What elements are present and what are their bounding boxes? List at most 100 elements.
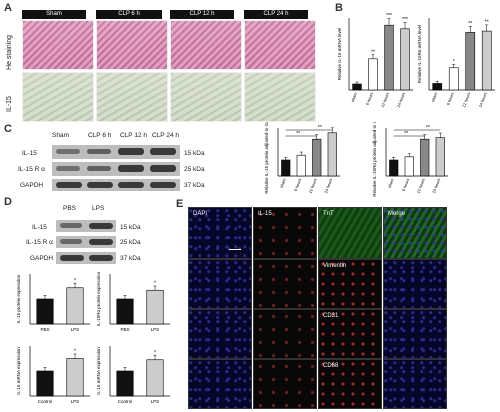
y-axis-label: Relative IL-15Rα protein adjusted to GAP… (372, 122, 377, 197)
if-marker-r2: Vimentin (318, 259, 382, 309)
he-image-clp24 (244, 20, 316, 70)
blot-c-row-il15 (52, 145, 180, 159)
category-label-1: 6 hours (445, 92, 454, 106)
kda-c-15: 15 kDa (184, 150, 205, 157)
if-il15-r2 (253, 259, 317, 309)
panel-letter-c: C (4, 123, 12, 135)
bar-1 (66, 287, 84, 325)
y-axis-label: IL-15 mRNA expression (96, 347, 101, 395)
if-il15-r3 (253, 309, 317, 359)
blot-c-row-gapdh (52, 179, 180, 191)
bar-0 (352, 83, 362, 91)
if-il15-r4 (253, 359, 317, 409)
category-label-3: 24 hours (323, 178, 333, 194)
blot-d-row-il15 (56, 220, 116, 232)
bar-3 (435, 137, 445, 177)
y-axis-label: Relative IL-15 protein adjusted to GAPDH (264, 122, 269, 194)
if-merge-r4 (383, 359, 447, 409)
he-image-sham (22, 20, 94, 70)
bar-1 (448, 67, 459, 91)
bar-1 (146, 289, 164, 325)
category-label-3: 24 hours (396, 92, 406, 108)
if-marker-r3: CD31 (318, 309, 382, 359)
panel-letter-a: A (4, 2, 12, 14)
if-row-label-cd31: CD31 (323, 313, 339, 319)
chart-d-il15-mrna-b: IL-15 mRNA expression Control * LPS (96, 346, 170, 404)
sig-bracket-label-1: ** (296, 131, 300, 137)
bar-0 (432, 83, 443, 91)
if-dapi-r4 (188, 359, 252, 409)
bar-2 (312, 138, 322, 177)
if-dapi-r2 (188, 259, 252, 309)
y-axis-label: IL-15Rα protein expression (96, 271, 101, 326)
bar-1 (404, 156, 414, 177)
if-row-label-cd68: CD68 (323, 363, 339, 369)
row-label-he: He staining (6, 34, 13, 70)
sig-label-1: * (74, 278, 76, 284)
header-clp12: CLP 12 h (170, 10, 234, 19)
kda-d-37: 37 kDa (120, 255, 141, 262)
chart-c-il15ra-protein: Relative IL-15Rα protein adjusted to GAP… (372, 122, 448, 197)
category-label-1: 6 hours (365, 92, 374, 106)
if-col-label-dapi: DAPI (193, 211, 208, 217)
sig-label-1: * (154, 350, 156, 356)
header-clp24: CLP 24 h (244, 10, 308, 19)
category-label-3: 24 hours (431, 178, 441, 194)
y-axis-label: Relative IL-15 mRNA level (337, 28, 342, 81)
if-marker-r1: TnT (318, 207, 382, 259)
panel-letter-e: E (176, 198, 184, 210)
sig-bracket-label-0: ** (318, 125, 322, 131)
sig-label-2: *** (386, 13, 392, 19)
ihc-image-clp12 (170, 72, 242, 122)
category-label-1: LPS (151, 327, 160, 332)
bar-3 (327, 132, 337, 177)
bar-1 (146, 359, 164, 397)
chart-b-il15-mrna: Relative IL-15 mRNA level sham ** 6 hours **… (337, 13, 413, 108)
category-label-0: Control (118, 399, 133, 404)
ihc-image-clp24 (244, 72, 316, 122)
if-merge-r2 (383, 259, 447, 309)
panel-letter-b: B (335, 2, 343, 14)
category-label-0: sham (430, 91, 438, 103)
bar-3 (481, 30, 492, 91)
panel-letter-d: D (4, 196, 12, 208)
sig-label-3: *** (402, 17, 408, 23)
if-marker-r4: CD68 (318, 359, 382, 409)
bar-2 (420, 138, 430, 177)
category-label-2: 12 hours (308, 178, 318, 194)
if-dapi-r1: DAPI (188, 207, 252, 259)
sig-bracket-label-0: ** (426, 125, 430, 131)
bar-0 (36, 370, 54, 397)
if-col-label-il15: IL-15 (258, 211, 272, 217)
sig-label-1: * (74, 349, 76, 355)
category-label-0: Control (38, 399, 53, 404)
if-col-label-merge: Merge (388, 211, 406, 217)
category-label-1: 6 hours (293, 178, 302, 192)
row-label-il15: IL-15 (6, 96, 13, 112)
blot-c-protein-il15: IL-15 (22, 150, 37, 157)
category-label-2: 12 hours (416, 178, 426, 194)
blot-d-row-gapdh (56, 252, 116, 264)
bar-1 (368, 58, 378, 91)
bar-1 (296, 154, 306, 177)
blot-d-header-lps: LPS (92, 205, 105, 212)
kda-c-37: 37 kDa (184, 182, 205, 189)
if-merge-r3 (383, 309, 447, 359)
sig-label-1: * (453, 59, 455, 65)
kda-c-25: 25 kDa (184, 166, 205, 173)
category-label-2: 12 hours (461, 92, 471, 108)
sig-label-3: ** (485, 19, 489, 25)
bar-2 (384, 24, 394, 91)
blot-d-row-il15ra (56, 236, 116, 248)
y-axis-label: IL-15 protein expression (16, 274, 21, 323)
if-dapi-r3 (188, 309, 252, 359)
sig-label-2: ** (468, 21, 472, 27)
chart-d-il15ra-protein: IL-15Rα protein expression PBS * LPS (96, 271, 170, 332)
category-label-0: sham (350, 91, 358, 103)
blot-d-protein-gapdh: GAPDH (30, 255, 54, 262)
category-label-0: PBS (40, 327, 49, 332)
he-image-clp6 (96, 20, 168, 70)
category-label-1: 6 hours (401, 178, 410, 192)
if-merge-r1: Merge (383, 207, 447, 259)
bar-3 (400, 28, 410, 91)
